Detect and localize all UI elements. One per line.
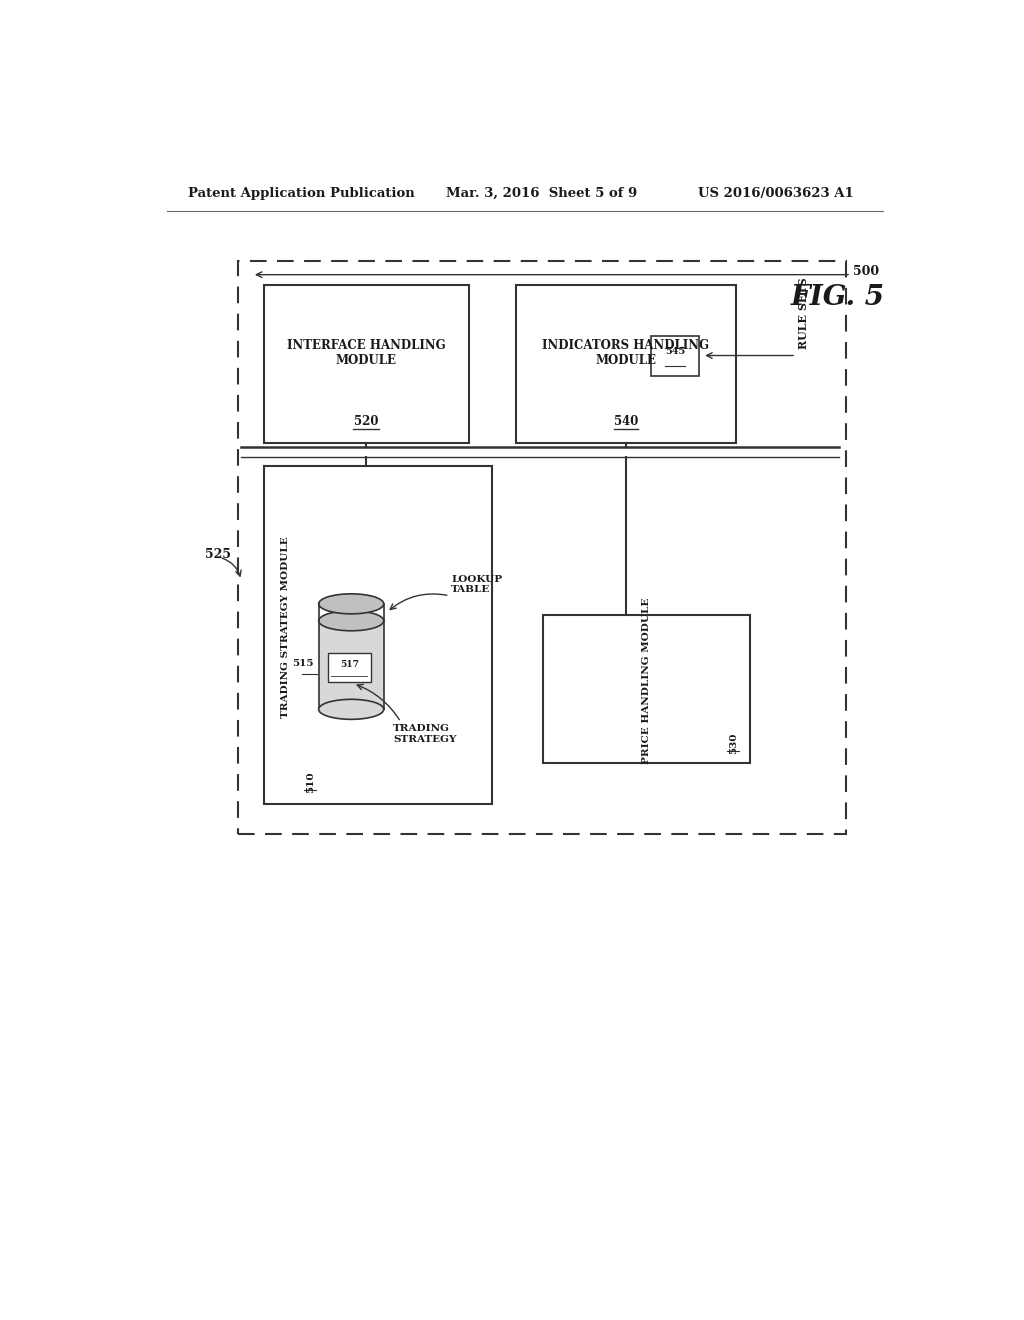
Bar: [263, 285, 469, 444]
Text: 520: 520: [354, 416, 379, 428]
Bar: [318, 620, 384, 709]
Bar: [543, 615, 751, 763]
Text: TRADING
STRATEGY: TRADING STRATEGY: [393, 725, 457, 743]
Bar: [263, 466, 493, 804]
Text: LOOKUP
TABLE: LOOKUP TABLE: [452, 574, 503, 594]
Text: Mar. 3, 2016  Sheet 5 of 9: Mar. 3, 2016 Sheet 5 of 9: [445, 186, 637, 199]
Text: TRADING STRATEGY MODULE: TRADING STRATEGY MODULE: [281, 536, 290, 718]
Text: INTERFACE HANDLING
MODULE: INTERFACE HANDLING MODULE: [287, 339, 445, 367]
Bar: [515, 285, 736, 444]
Text: 530: 530: [729, 733, 737, 754]
Bar: [651, 335, 699, 376]
Text: 525: 525: [206, 548, 231, 561]
Text: 545: 545: [665, 347, 685, 356]
Text: INDICATORS HANDLING
MODULE: INDICATORS HANDLING MODULE: [543, 339, 710, 367]
Bar: [328, 653, 371, 682]
Text: 540: 540: [613, 416, 638, 428]
Text: 510: 510: [305, 771, 314, 793]
Text: 517: 517: [340, 660, 358, 669]
Text: US 2016/0063623 A1: US 2016/0063623 A1: [697, 186, 853, 199]
Ellipse shape: [318, 611, 384, 631]
Bar: [238, 261, 847, 834]
Text: 515: 515: [293, 659, 314, 668]
Text: PRICE HANDLING MODULE: PRICE HANDLING MODULE: [642, 598, 651, 764]
Ellipse shape: [318, 594, 384, 614]
Text: Patent Application Publication: Patent Application Publication: [188, 186, 415, 199]
Text: 500: 500: [853, 264, 879, 277]
Text: FIG. 5: FIG. 5: [791, 284, 885, 310]
Text: RULE SETS: RULE SETS: [799, 277, 809, 350]
Ellipse shape: [318, 700, 384, 719]
